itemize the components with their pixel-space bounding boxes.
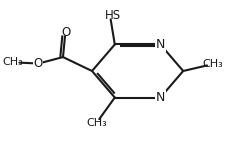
Text: O: O [61, 26, 71, 38]
Text: N: N [156, 91, 165, 104]
Text: O: O [34, 57, 43, 70]
Text: CH₃: CH₃ [2, 57, 23, 67]
Text: HS: HS [105, 9, 121, 22]
Text: CH₃: CH₃ [87, 118, 108, 128]
Text: N: N [156, 38, 165, 51]
Text: CH₃: CH₃ [203, 59, 224, 69]
